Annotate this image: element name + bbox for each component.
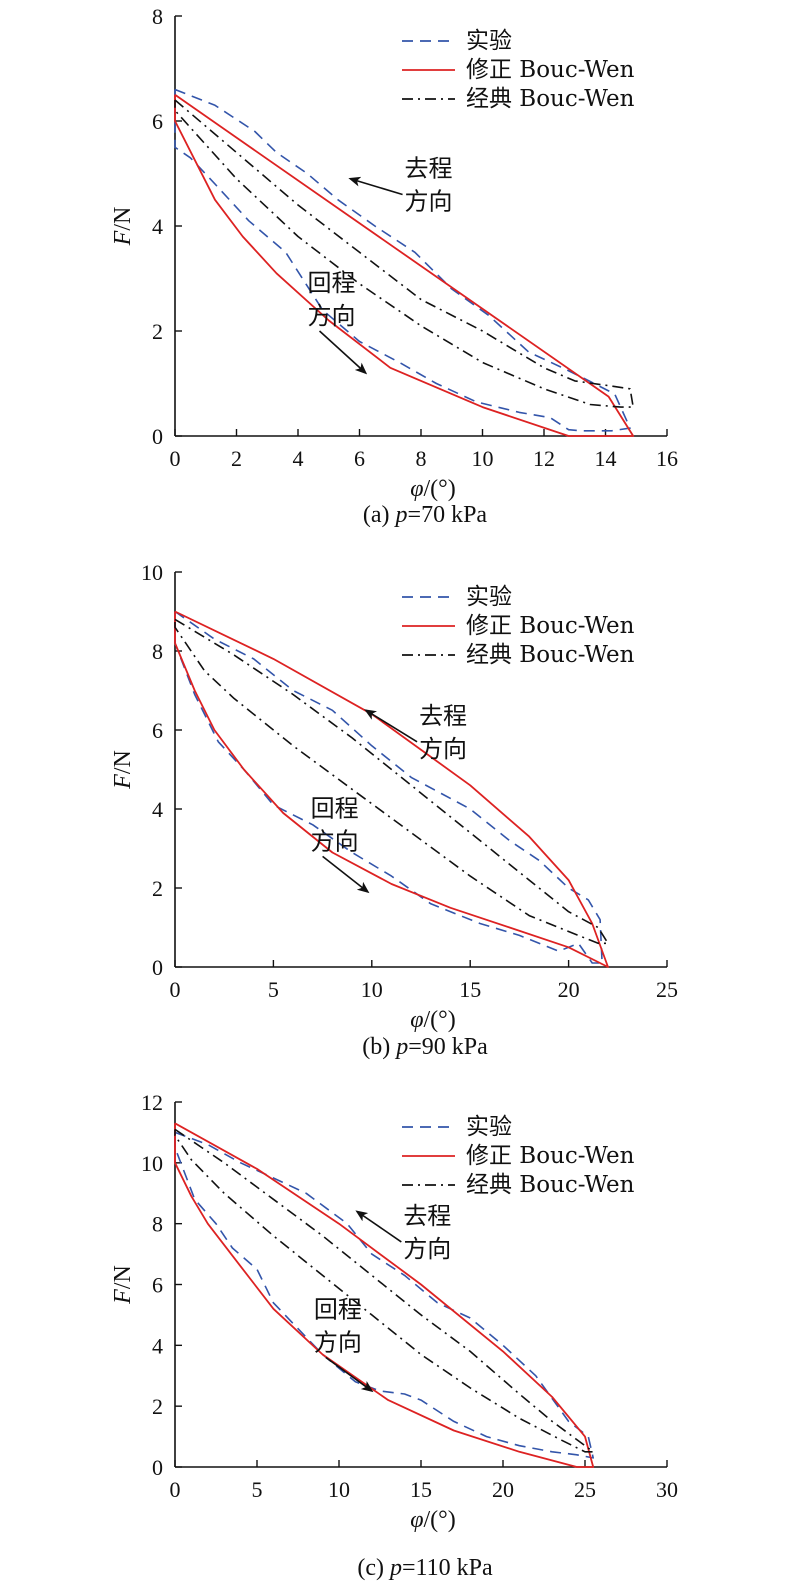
y-tick-label: 6 [152, 1273, 163, 1298]
x-tick-label: 5 [268, 977, 279, 1002]
x-axis-label: φ/(°) [410, 1007, 456, 1033]
series-line-dashdot [174, 1128, 595, 1453]
legend-label: 经典 Bouc-Wen [466, 642, 635, 668]
x-tick-label: 8 [416, 446, 427, 471]
series-line-solid [174, 1122, 595, 1468]
y-axis-label: F/N [110, 1265, 136, 1305]
x-tick-label: 0 [170, 446, 181, 471]
annotation-label: 回程 [314, 1296, 362, 1324]
annotation-label: 去程 [419, 702, 467, 730]
y-tick-label: 8 [152, 639, 163, 664]
y-tick-label: 10 [141, 560, 163, 585]
annotation-label: 方向 [308, 302, 356, 330]
x-tick-label: 25 [574, 1477, 596, 1502]
series-line-dashdot [174, 99, 635, 408]
x-axis-label: φ/(°) [410, 1507, 456, 1533]
y-tick-label: 2 [152, 319, 163, 344]
panel-caption: (a) p=70 kPa [363, 502, 488, 528]
annotation-label: 方向 [419, 735, 467, 763]
annotation-label: 方向 [403, 1235, 451, 1263]
legend-label: 经典 Bouc-Wen [466, 1172, 635, 1198]
direction-arrow [318, 330, 368, 375]
legend-label: 经典 Bouc-Wen [466, 86, 635, 112]
direction-arrow [355, 1210, 402, 1243]
x-tick-label: 30 [656, 1477, 678, 1502]
x-tick-label: 20 [558, 977, 580, 1002]
annotation-label: 方向 [311, 827, 359, 855]
annotation-label: 方向 [314, 1329, 362, 1357]
legend-label: 实验 [466, 28, 512, 54]
annotation-label: 回程 [311, 794, 359, 822]
direction-arrow [325, 1356, 374, 1393]
direction-arrow [322, 855, 370, 894]
y-tick-label: 6 [152, 109, 163, 134]
legend-label: 实验 [466, 584, 512, 610]
panel-caption: (b) p=90 kPa [362, 1034, 488, 1060]
legend-label: 修正 Bouc-Wen [466, 1143, 635, 1169]
x-tick-label: 16 [656, 446, 678, 471]
x-tick-label: 0 [170, 977, 181, 1002]
series-line-dash [174, 610, 603, 964]
annotation-label: 方向 [405, 188, 453, 216]
y-axis-label: F/N [110, 750, 136, 790]
x-tick-label: 10 [361, 977, 383, 1002]
y-tick-label: 8 [152, 4, 163, 29]
x-tick-label: 10 [472, 446, 494, 471]
series-line-solid [174, 94, 635, 437]
x-tick-label: 15 [410, 1477, 432, 1502]
y-tick-label: 4 [152, 214, 163, 239]
direction-arrow [364, 709, 418, 743]
x-tick-label: 0 [170, 1477, 181, 1502]
series-line-dash [174, 88, 631, 432]
annotation-label: 去程 [403, 1202, 451, 1230]
annotation-label: 去程 [405, 155, 453, 183]
y-tick-label: 8 [152, 1212, 163, 1237]
x-tick-label: 25 [656, 977, 678, 1002]
legend-label: 实验 [466, 1114, 512, 1140]
x-axis-label: φ/(°) [410, 476, 456, 502]
y-tick-label: 2 [152, 876, 163, 901]
x-tick-label: 14 [595, 446, 617, 471]
y-tick-label: 0 [152, 424, 163, 449]
y-axis-label: F/N [110, 207, 136, 247]
x-tick-label: 15 [459, 977, 481, 1002]
series-line-solid [174, 610, 609, 968]
x-tick-label: 2 [231, 446, 242, 471]
y-tick-label: 0 [152, 955, 163, 980]
legend-label: 修正 Bouc-Wen [466, 613, 635, 639]
annotation-label: 回程 [308, 269, 356, 297]
x-tick-label: 4 [293, 446, 304, 471]
direction-arrow [348, 176, 403, 196]
legend-label: 修正 Bouc-Wen [466, 57, 635, 83]
y-tick-label: 4 [152, 1333, 163, 1358]
y-tick-label: 12 [141, 1090, 163, 1115]
x-tick-label: 12 [533, 446, 555, 471]
y-tick-label: 2 [152, 1394, 163, 1419]
panel-caption: (c) p=110 kPa [357, 1555, 493, 1581]
x-tick-label: 20 [492, 1477, 514, 1502]
x-tick-label: 10 [328, 1477, 350, 1502]
y-tick-label: 4 [152, 797, 163, 822]
y-tick-label: 6 [152, 718, 163, 743]
y-tick-label: 0 [152, 1455, 163, 1480]
series-line-dash [174, 1131, 595, 1459]
y-tick-label: 10 [141, 1151, 163, 1176]
x-tick-label: 6 [354, 446, 365, 471]
series-line-dashdot [174, 618, 609, 945]
x-tick-label: 5 [252, 1477, 263, 1502]
